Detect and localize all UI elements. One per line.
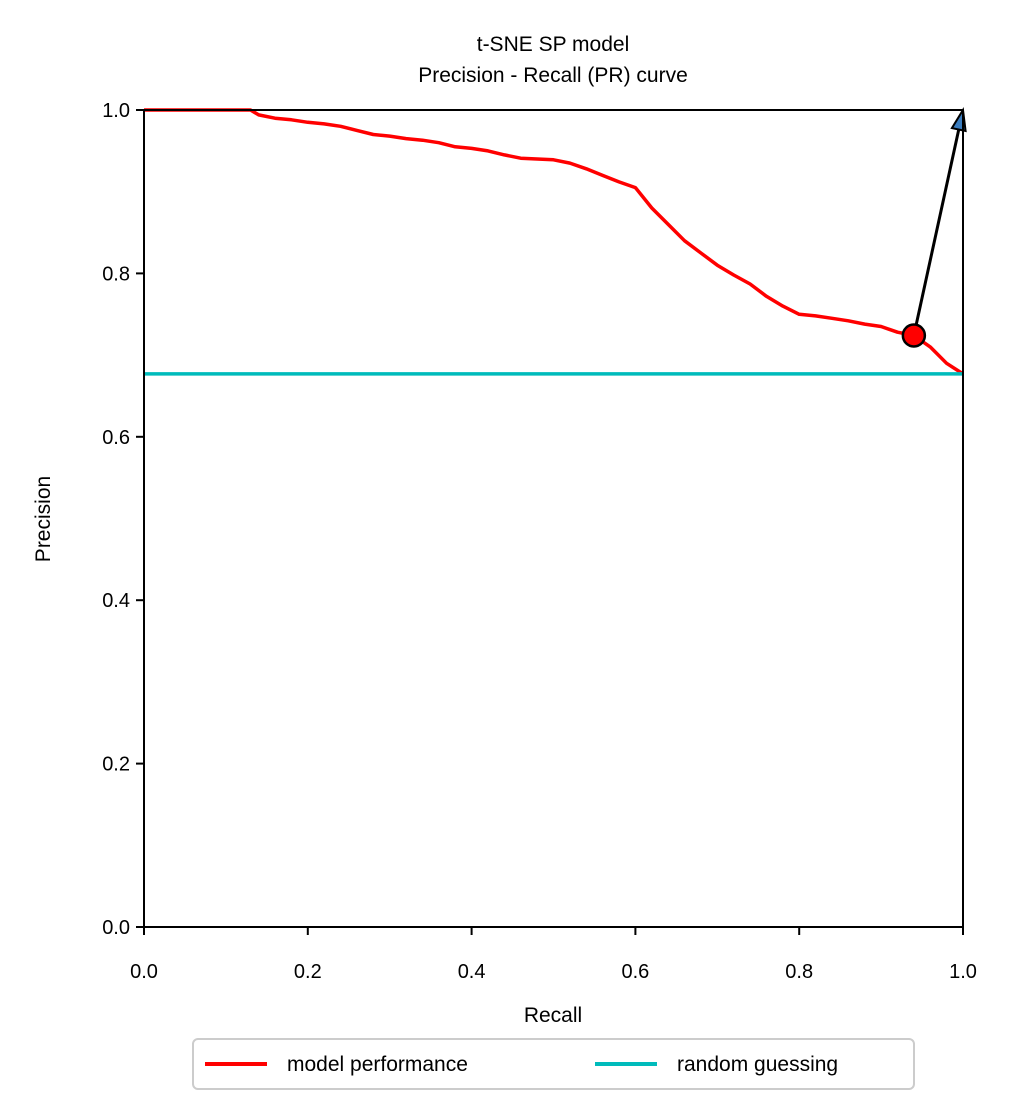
x-tick-label: 0.2	[294, 961, 322, 983]
y-tick-label: 0.0	[102, 917, 130, 939]
x-tick-label: 0.6	[621, 961, 649, 983]
y-axis-label: Precision	[32, 476, 55, 562]
annotation-layer	[901, 107, 967, 348]
series-line-model-performance	[144, 108, 964, 376]
x-axis: 0.0 0.2 0.4 0.6 0.8 1.0	[130, 927, 977, 983]
legend-frame	[192, 1038, 915, 1090]
x-tick-label: 1.0	[949, 961, 977, 983]
y-tick-label: 1.0	[102, 100, 130, 122]
x-tick-label: 0.4	[458, 961, 486, 983]
y-tick-label: 0.8	[102, 263, 130, 285]
chart-title: t-SNE SP model	[477, 33, 630, 56]
chart-subtitle: Precision - Recall (PR) curve	[418, 64, 688, 87]
y-tick-label: 0.6	[102, 427, 130, 449]
annotation-arrow-shaft	[912, 129, 961, 336]
x-tick-label: 0.8	[785, 961, 813, 983]
legend-label-random-guessing: random guessing	[677, 1053, 838, 1076]
plot-frame	[143, 109, 964, 928]
y-axis: 0.0 0.2 0.4 0.6 0.8 1.0	[102, 100, 144, 939]
series-layer	[144, 108, 964, 376]
legend: model performance random guessing	[192, 1038, 915, 1090]
y-tick-label: 0.2	[102, 754, 130, 776]
legend-label-model-performance: model performance	[287, 1053, 468, 1076]
y-tick-label: 0.4	[102, 590, 130, 612]
x-tick-label: 0.0	[130, 961, 158, 983]
annotation-marker-point	[901, 323, 927, 348]
x-axis-label: Recall	[524, 1004, 582, 1027]
